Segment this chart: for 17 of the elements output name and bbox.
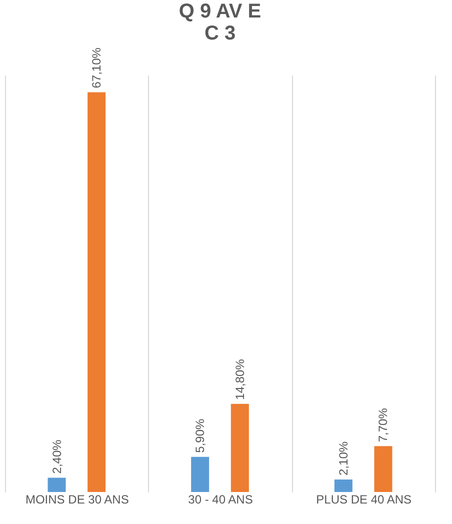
bar [48,478,66,492]
x-tick-label: PLUS DE 40 ANS [316,492,412,506]
bar [230,404,249,492]
bar [88,92,106,492]
data-label: 14,80% [232,358,247,400]
data-label: 2,40% [50,439,64,474]
data-label: 7,70% [376,408,390,442]
x-tick-label: MOINS DE 30 ANS [25,492,129,506]
bar [334,479,352,492]
data-label: 67,10% [90,47,104,88]
data-label: 2,10% [336,441,350,476]
x-tick-label: 30 - 40 ANS [188,492,253,506]
bar [374,446,392,492]
text: C 3 [204,22,236,45]
data-label: 5,90% [193,418,208,453]
bar [191,456,210,492]
text: Q 9 AV E [178,0,262,23]
